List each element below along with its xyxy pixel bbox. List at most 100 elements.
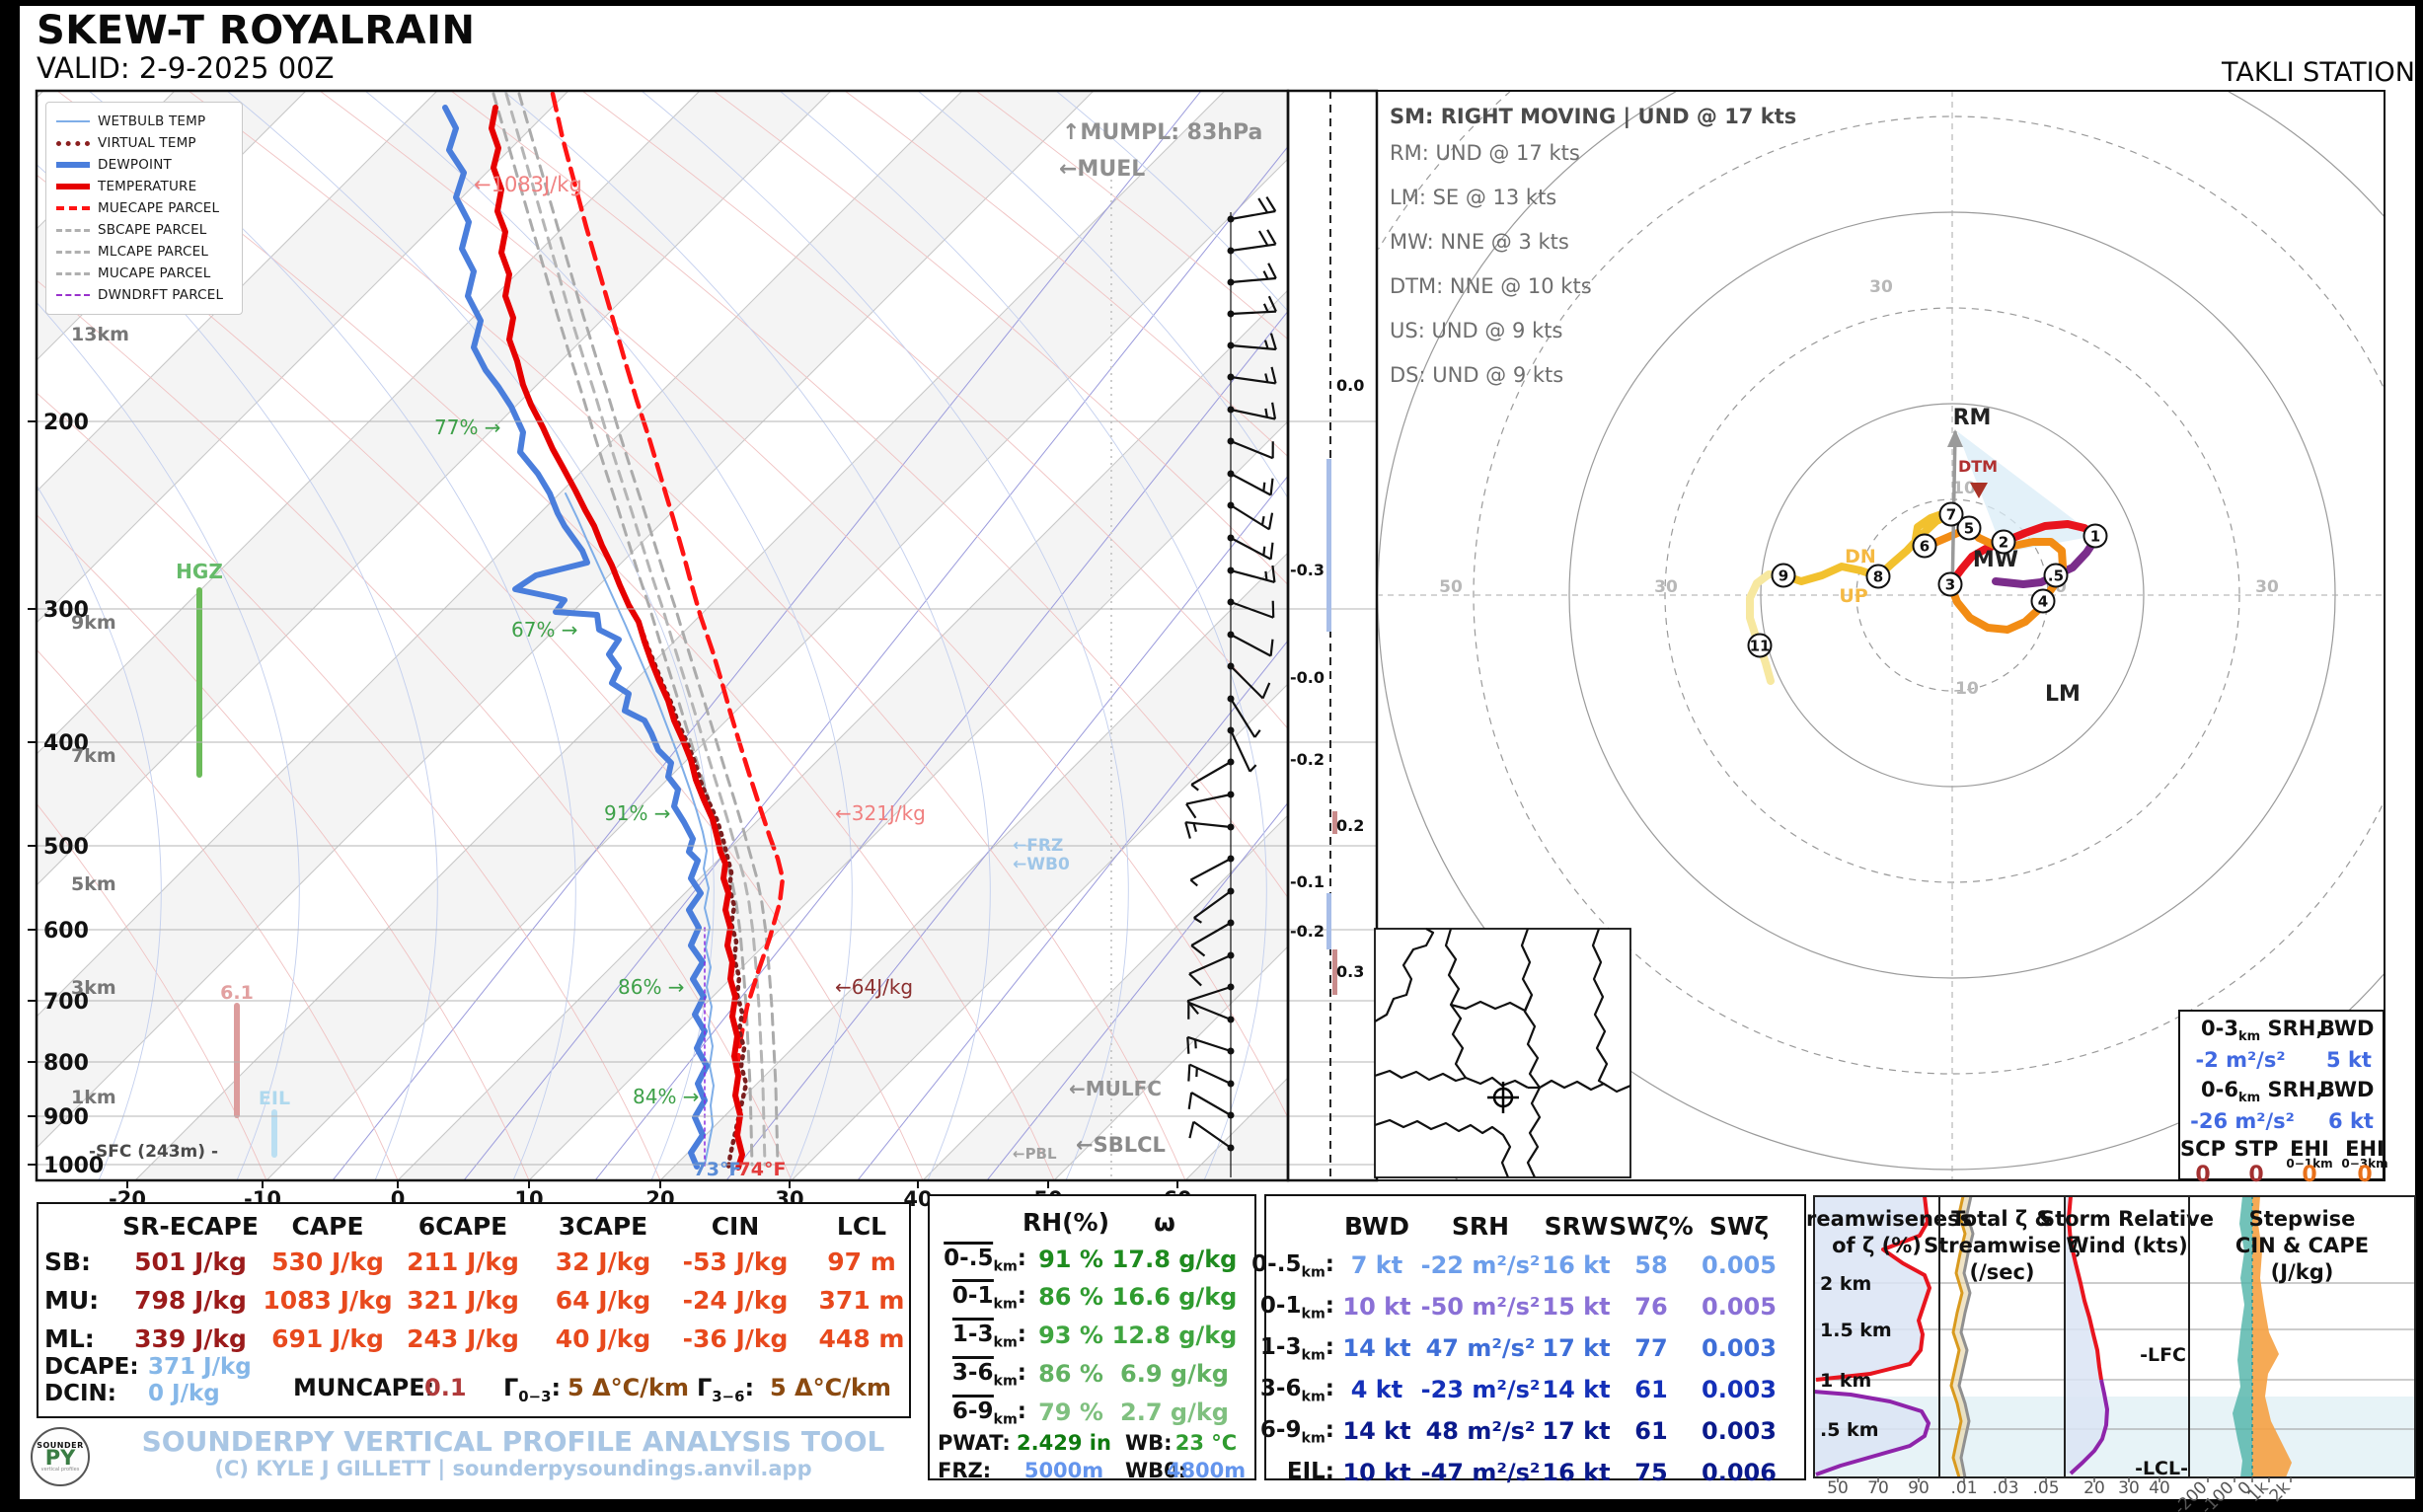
panel-tick: .03 [1992,1478,2018,1498]
barb-shaft [1187,1001,1232,1021]
kinematics-table-box [1264,1194,1806,1480]
bwd-0-3-label: BWD [2319,1017,2375,1040]
rh-row-label: 0-.5km: [944,1242,1026,1275]
barb-full [1267,512,1274,530]
pwat-value: 2.429 in [1017,1431,1111,1455]
barb-shaft [1230,729,1251,773]
panel-height-label: 2 km [1820,1273,1871,1295]
panel-height-label: .5 km [1820,1419,1879,1441]
barb-full [1269,542,1274,560]
kinematics-value: 47 m²/s² [1425,1334,1536,1362]
footer-credit: (C) KYLE J GILLETT | sounderpysoundings.… [214,1457,812,1480]
rh-row-label: 3-6km: [951,1356,1026,1390]
skewt-annotation: ←MULFC [1069,1077,1162,1100]
skewt-legend: WETBULB TEMP VIRTUAL TEMP DEWPOINT TEMPERAT… [45,102,243,315]
moist-adiabat [779,91,1267,1180]
barb-full [1257,230,1269,247]
legend-item: DWNDRFT PARCEL [52,284,236,306]
index-value: 0 [2195,1163,2211,1187]
omega-panel-frame [1286,89,1379,1182]
mixing-ratio-line [857,640,1288,1180]
lapse-03-label: Γ0−3: [503,1374,562,1405]
rh-row-label: 6-9km: [951,1395,1026,1428]
dry-adiabat [713,91,1288,586]
rh-value: 91 % [1038,1246,1103,1273]
kinematics-header: SWζ% [1609,1212,1694,1241]
barb-half [1194,1039,1197,1049]
barb-half [1262,303,1269,313]
kinematics-value: 14 kt [1342,1417,1411,1445]
isotherm [37,91,438,492]
barb-shaft [1230,276,1276,284]
hodo-text: MW [1973,548,2018,572]
skewt-annotation: EIL [259,1088,290,1109]
panel-tick: 70 [1867,1478,1889,1498]
dry-adiabat [450,91,1288,899]
panel-tick: 90 [1908,1478,1930,1498]
panel-height-label: 1.5 km [1820,1320,1892,1341]
barb-half [1263,340,1269,349]
kinematics-header: SRH [1451,1212,1510,1241]
index-value: 0 [2357,1163,2373,1187]
skewt-annotation: ←FRZ [1013,836,1063,856]
thermo-header: CIN [711,1212,760,1241]
storm-motion-line: RM: UND @ 17 kts [1390,141,1580,165]
hodo-km-marker [1747,633,1773,658]
panel-curve [2067,1196,2103,1381]
isotherm [37,91,569,624]
hodo-trace [1746,570,1787,685]
panel-title: CIN & CAPE [2235,1234,2369,1257]
hodo-km-label: .5 [2048,567,2064,585]
hodo-text: RM [1953,406,1992,430]
legend-item: MLCAPE PARCEL [52,241,236,263]
barb-shaft [1188,1063,1232,1085]
panel-curve [2069,1379,2109,1475]
legend-swatch-dot-purple [56,294,90,296]
barb-shaft [1188,953,1232,975]
index-value: 0 [2302,1163,2317,1187]
legend-swatch-dash-gray [56,271,90,275]
skewt-annotation: 74°F [738,1159,787,1180]
thermo-value: 40 J/kg [555,1324,651,1353]
storm-motion-line: US: UND @ 9 kts [1390,319,1563,342]
hodo-km-label: 4 [2038,593,2048,611]
dry-adiabat [37,802,267,1180]
dtm-marker [1970,483,1988,498]
kinematics-value: 61 [1634,1417,1668,1445]
panel-side-label: -LCL- [2135,1458,2188,1479]
panel-title: Stepwise [2249,1207,2356,1231]
omega-value: 0.2 [1336,816,1364,835]
hodo-km-label: 3 [1945,576,1955,594]
omega-bar [1332,811,1337,834]
hodo-km-label: 1 [2090,528,2100,546]
height-label: 3km [71,977,116,999]
skewt-annotation: 6.1 [220,982,254,1004]
barb-shaft [1230,537,1272,561]
barb-full [1188,972,1202,987]
kinematics-value: 0.003 [1702,1417,1777,1445]
kinematics-value: -22 m²/s² [1420,1251,1541,1279]
pressure-label: 300 [43,598,89,623]
legend-item: DEWPOINT [52,154,236,176]
skewt-plot [37,91,1288,1180]
ring-label: 30 [1869,277,1893,297]
barb-shaft [1190,1092,1232,1116]
isotherm [1184,1077,1288,1180]
dry-adiabat [37,648,399,1180]
hodo-ring [1473,115,2385,1075]
barb-shaft [1230,439,1274,460]
barb-full [1267,295,1277,313]
thermo-value: 321 J/kg [407,1286,519,1315]
barb-shaft [1185,793,1232,805]
legend-label: DEWPOINT [98,157,172,173]
legend-item: TEMPERATURE [52,176,236,197]
thermo-table-box [37,1202,911,1418]
thermo-value: 1083 J/kg [263,1286,393,1315]
thermo-header: CAPE [291,1212,364,1241]
pressure-label: 900 [43,1105,89,1130]
barb-full [1271,600,1275,618]
moist-adiabat [364,91,853,1180]
omega-bar [1326,459,1331,632]
kinematics-value: 14 kt [1542,1376,1611,1403]
